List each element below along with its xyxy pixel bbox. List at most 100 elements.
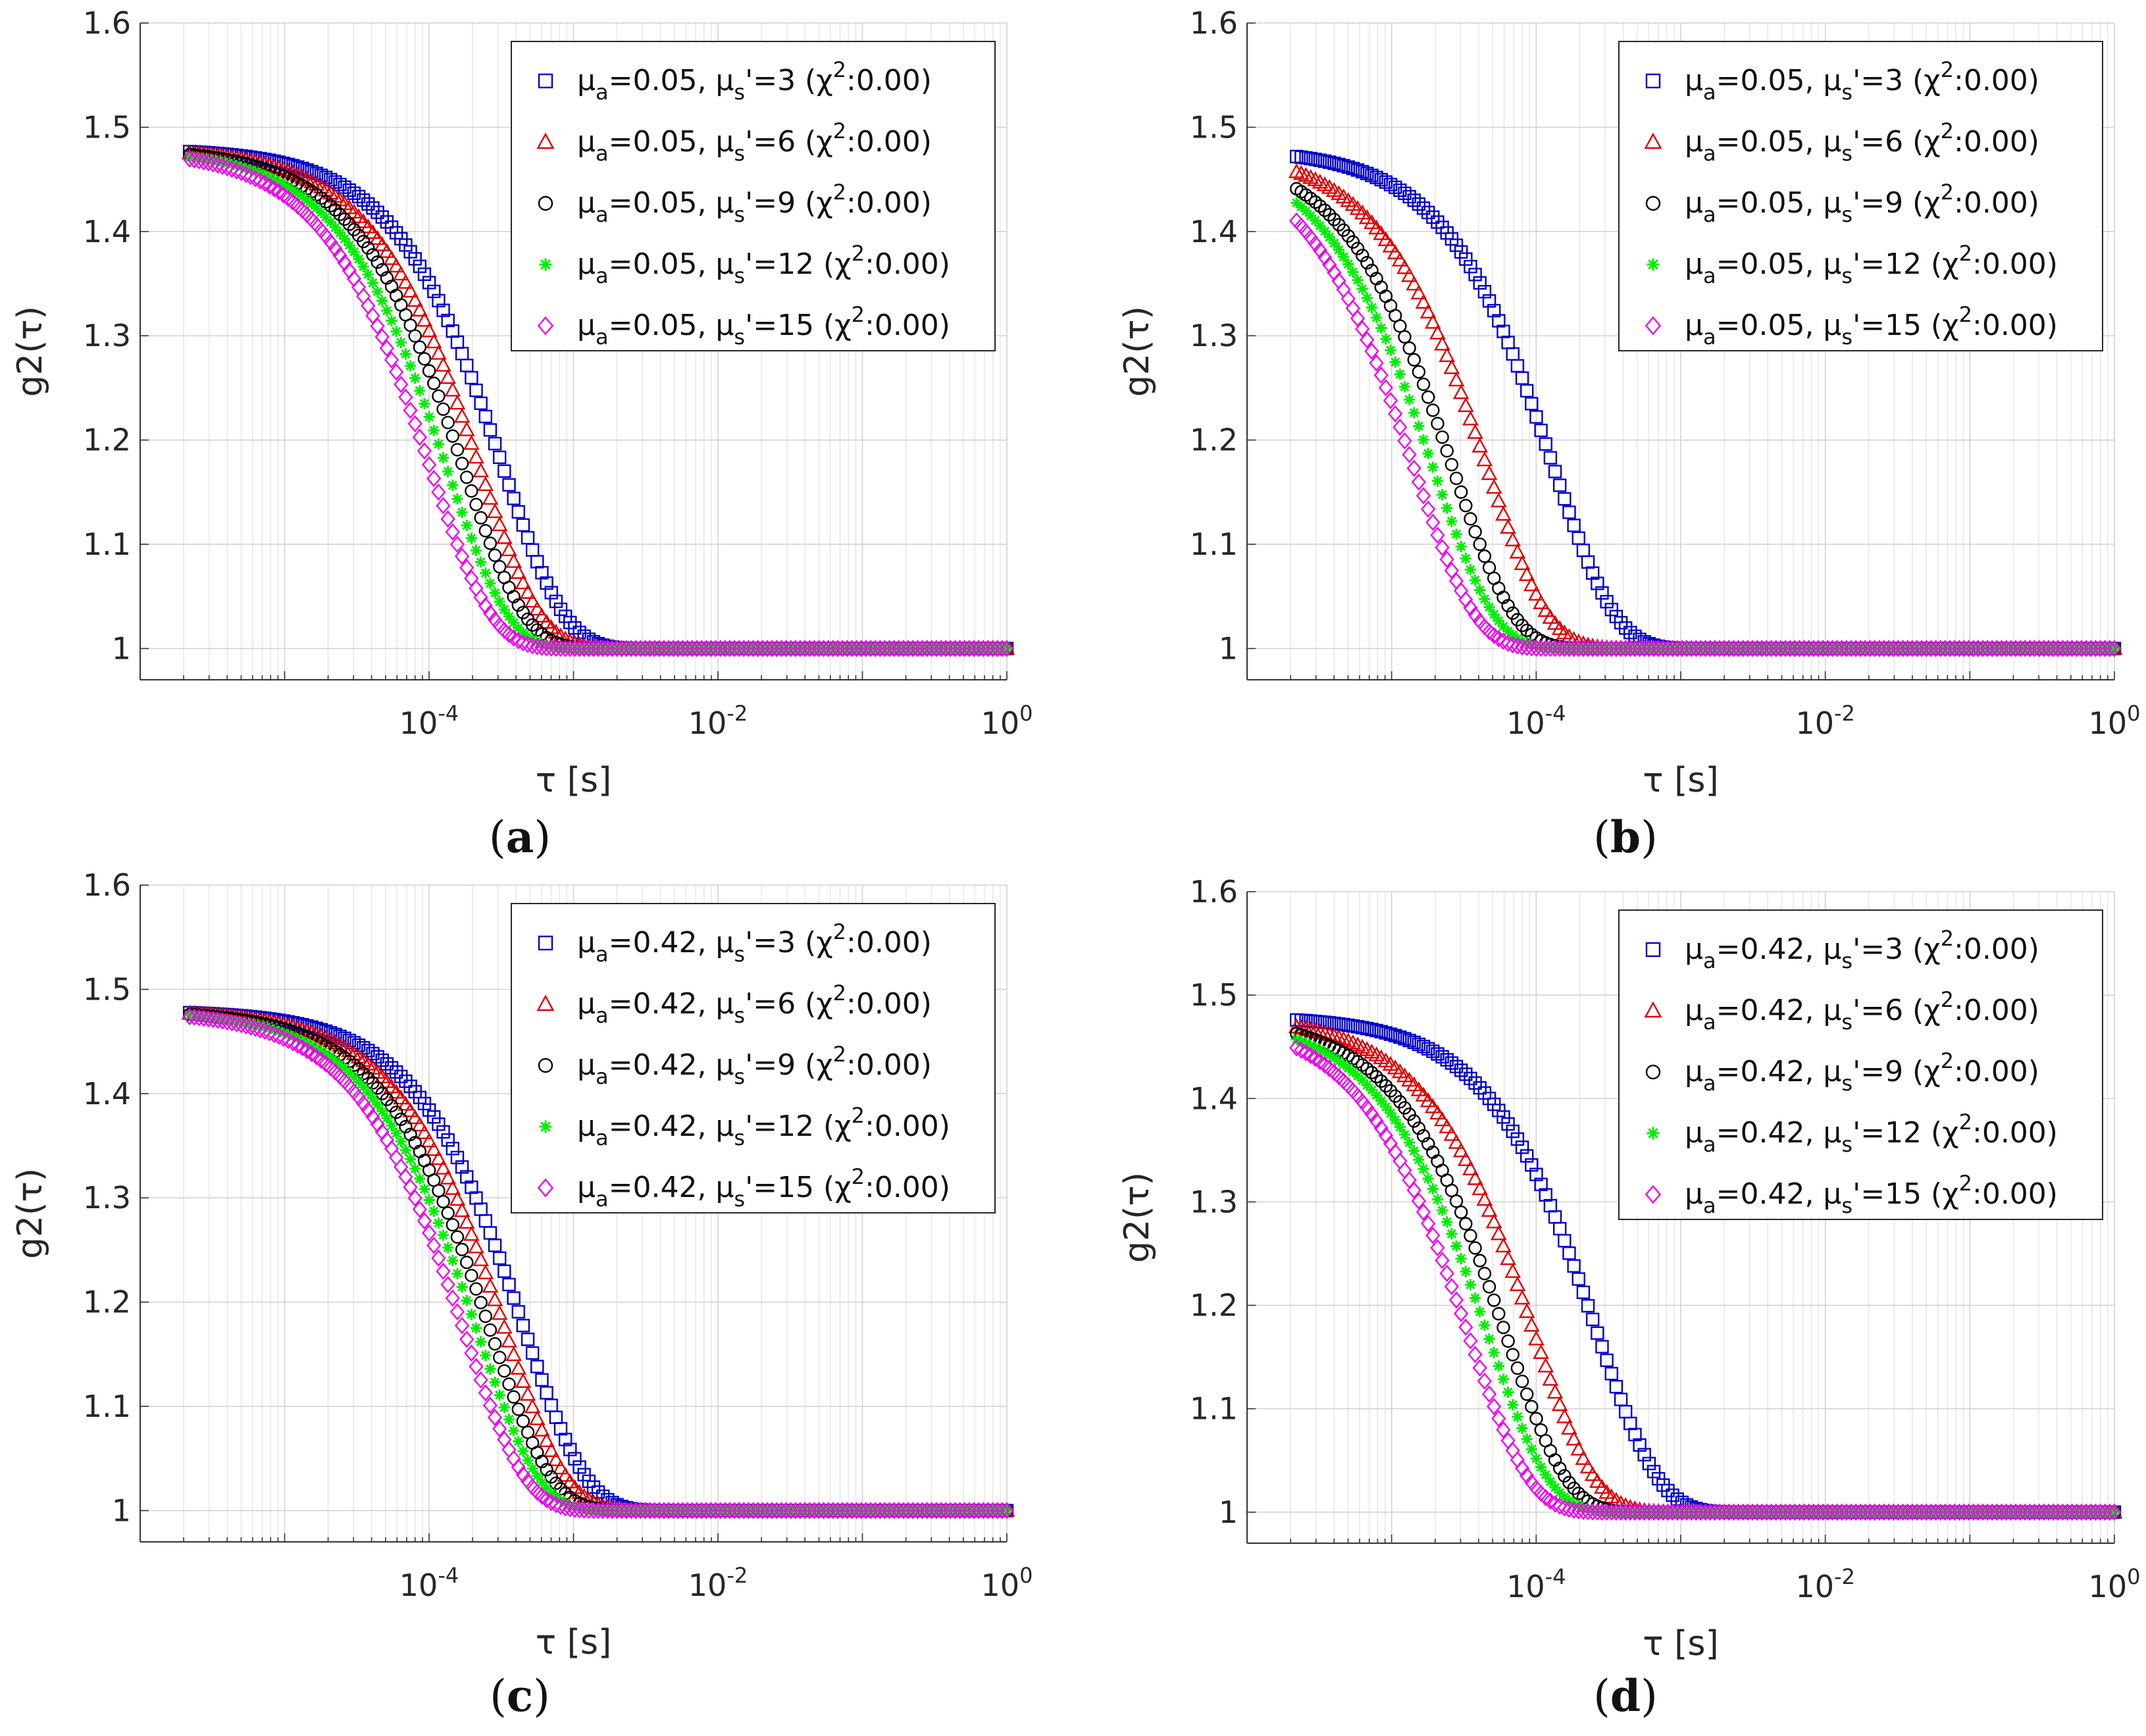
data-point — [459, 1331, 474, 1348]
data-point — [1406, 1181, 1421, 1199]
data-point — [1308, 195, 1322, 209]
y-tick-label: 1.4 — [83, 214, 131, 249]
data-point — [1295, 201, 1307, 213]
data-point — [361, 1101, 376, 1119]
data-point — [458, 421, 475, 436]
data-point — [1547, 1495, 1563, 1513]
data-point — [428, 1206, 440, 1217]
legend: μa=0.42, μs'=3 (χ2:0.00) μa=0.42, μs'=6 (… — [511, 903, 996, 1213]
data-point — [1435, 538, 1450, 557]
data-point — [488, 1238, 502, 1252]
data-point — [1317, 248, 1333, 267]
data-point — [1340, 1033, 1357, 1048]
data-point — [1289, 1039, 1304, 1057]
data-point — [1454, 245, 1468, 259]
x-axis-label: τ [s] — [1643, 1624, 1719, 1664]
legend-label: μa=0.42, μs'=9 (χ2:0.00) — [577, 1042, 932, 1089]
data-point — [455, 457, 469, 471]
data-point — [1496, 1421, 1511, 1439]
legend-entry-1: μa=0.05, μs'=3 (χ2:0.00) — [538, 57, 932, 105]
data-point — [1521, 637, 1533, 649]
data-point — [442, 1242, 454, 1254]
data-point — [1294, 1041, 1309, 1059]
data-point — [1481, 1202, 1498, 1217]
data-point — [407, 1189, 422, 1207]
data-point — [491, 1305, 508, 1320]
data-point — [1388, 405, 1403, 422]
data-point — [516, 605, 530, 620]
data-point — [432, 389, 446, 403]
data-point — [1501, 1117, 1515, 1131]
data-point — [247, 1019, 263, 1037]
data-point — [1514, 1289, 1531, 1305]
data-point — [449, 1303, 465, 1321]
legend-entry-2: μa=0.42, μs'=6 (χ2:0.00) — [536, 981, 932, 1028]
legend-entry-4: μa=0.05, μs'=12 (χ2:0.00) — [539, 241, 950, 288]
data-point — [576, 1501, 592, 1519]
data-point — [1528, 586, 1545, 601]
data-point — [1398, 381, 1411, 393]
data-point — [315, 1045, 327, 1057]
data-point — [262, 1024, 277, 1042]
data-point — [1425, 1227, 1441, 1244]
data-point — [1300, 205, 1312, 217]
data-point — [311, 202, 322, 214]
data-point — [1567, 1259, 1581, 1273]
data-point — [1558, 492, 1571, 506]
data-point — [1520, 1149, 1534, 1163]
data-point — [215, 1012, 230, 1030]
data-point — [1426, 403, 1440, 417]
data-point — [484, 1363, 496, 1375]
legend-entry-5: μa=0.05, μs'=15 (χ2:0.00) — [537, 302, 950, 349]
data-point — [487, 1408, 503, 1426]
data-point — [348, 246, 360, 258]
data-point — [417, 352, 432, 366]
data-point — [553, 602, 568, 617]
data-point — [426, 470, 442, 488]
data-point — [407, 292, 424, 307]
data-point — [389, 363, 404, 381]
data-point — [1416, 487, 1431, 505]
data-point — [413, 340, 427, 354]
data-point — [267, 1025, 282, 1044]
data-point — [1581, 1299, 1595, 1313]
data-point — [1590, 1503, 1605, 1521]
data-point — [1604, 603, 1618, 617]
data-point — [271, 1027, 286, 1045]
data-point — [370, 317, 385, 335]
data-point — [468, 448, 484, 464]
data-point — [1317, 154, 1332, 168]
data-point — [426, 1237, 442, 1254]
data-point — [563, 1442, 577, 1456]
data-point — [1415, 1086, 1432, 1102]
data-point — [1373, 225, 1390, 240]
data-point — [522, 1454, 534, 1466]
data-point — [435, 1160, 451, 1175]
data-point — [1502, 1387, 1514, 1398]
data-point — [422, 456, 437, 474]
data-point — [1520, 384, 1534, 397]
data-point — [493, 559, 507, 574]
data-point — [1488, 1346, 1500, 1358]
data-point — [568, 1452, 582, 1466]
data-point — [2108, 642, 2120, 655]
legend-marker — [1645, 942, 1661, 957]
data-point — [2107, 1503, 2122, 1521]
data-point — [257, 1022, 272, 1040]
data-point — [1356, 283, 1368, 295]
data-point — [1305, 210, 1317, 222]
data-point — [392, 1089, 409, 1105]
data-point — [1491, 630, 1506, 648]
data-point — [1514, 555, 1531, 571]
data-point — [412, 1200, 428, 1218]
data-point — [1473, 1254, 1487, 1267]
data-point — [1430, 526, 1445, 544]
data-point — [507, 492, 521, 505]
y-tick-label: 1.3 — [83, 318, 131, 353]
data-point — [1408, 1145, 1420, 1157]
data-point — [493, 1350, 507, 1365]
data-point — [563, 1500, 578, 1518]
data-point — [540, 576, 553, 590]
data-point — [1479, 1319, 1491, 1331]
data-point — [1529, 639, 1544, 657]
